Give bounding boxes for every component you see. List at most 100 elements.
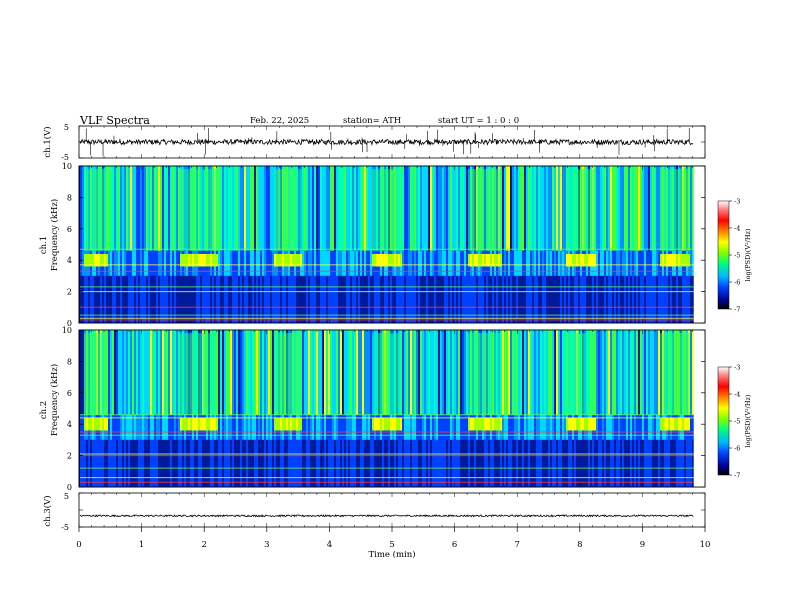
band-glow [296, 333, 299, 415]
band-glow [500, 169, 503, 251]
spectrogram-column [150, 330, 153, 415]
spectrogram-column [352, 166, 355, 251]
spectrogram-column [238, 439, 241, 487]
spectrogram-column [82, 414, 85, 440]
spectrogram-column [90, 275, 93, 323]
freq-tick-label-0: 0 [67, 319, 72, 328]
spectrogram-column [318, 414, 321, 440]
spectrogram-column [422, 330, 425, 415]
spectrogram-column [362, 250, 365, 276]
spectrogram-column [480, 439, 483, 487]
band-segment [488, 253, 491, 267]
spectrogram-column [552, 275, 555, 323]
band-segment [374, 253, 377, 267]
spectrogram-column [670, 439, 673, 487]
spectrogram-column [458, 439, 461, 487]
spectrogram-column [428, 166, 431, 251]
spectrogram-column [252, 275, 255, 323]
date-label: Feb. 22, 2025 [250, 116, 309, 126]
spectrogram-column [500, 275, 503, 323]
colorbar-tick-label--4: -4 [734, 391, 740, 399]
band-segment [486, 253, 489, 267]
spectrogram-column [246, 275, 249, 323]
spectrogram-column [668, 275, 671, 323]
band-glow [490, 333, 493, 415]
spectrogram-column [648, 275, 651, 323]
spectrogram-column [460, 330, 463, 415]
band-glow [668, 169, 671, 251]
spectrogram-column [434, 439, 437, 487]
spectrogram-column [542, 414, 545, 440]
spectrogram-column [356, 414, 359, 440]
band-segment [200, 253, 203, 267]
spectrogram-column [464, 330, 467, 415]
band-segment [672, 253, 675, 267]
band-segment [86, 417, 89, 431]
spectrogram-column [272, 275, 275, 323]
spectrogram-column [222, 166, 225, 251]
spectrogram-column [154, 330, 157, 415]
spectrogram-column [320, 166, 323, 251]
spectrogram-column [168, 414, 171, 440]
spectrogram-column [634, 439, 637, 487]
spectrogram-column [450, 166, 453, 251]
spectrogram-column [632, 330, 635, 415]
band-glow [688, 333, 691, 415]
spectrogram-column [118, 414, 121, 440]
band-segment [578, 253, 581, 267]
spectrogram-column [520, 439, 523, 487]
spectrogram-column [352, 330, 355, 415]
spectrogram-column [576, 439, 579, 487]
spectrogram-column [316, 439, 319, 487]
band-glow [588, 333, 591, 415]
spectrogram-column [430, 439, 433, 487]
band-glow [92, 333, 95, 415]
band-segment [92, 417, 95, 431]
start-ut-label: start UT = 1 : 0 : 0 [438, 116, 519, 126]
spectrogram-column [336, 414, 339, 440]
colorbar-tick-label--5: -5 [734, 252, 740, 260]
spectrogram-column [690, 414, 693, 440]
spectrogram-column [156, 330, 159, 415]
spectrogram-column [568, 275, 571, 323]
spectrogram-column [112, 166, 115, 251]
spectrogram-column [518, 275, 521, 323]
spectrogram-column [80, 275, 83, 323]
spectrogram-column [218, 414, 221, 440]
spectrogram-column [610, 250, 613, 276]
spectrogram-column [262, 414, 265, 440]
spectrogram-column [170, 250, 173, 276]
spectrogram-column [368, 414, 371, 440]
spectrogram-column [418, 439, 421, 487]
band-glow [274, 333, 277, 415]
band-glow [574, 333, 577, 415]
spectrogram-column [444, 330, 447, 415]
band-segment [688, 417, 691, 431]
band-segment [202, 253, 205, 267]
spectrogram-column [606, 439, 609, 487]
no-data-region [693, 166, 705, 323]
spectrogram-column [676, 439, 679, 487]
spectrogram-column [184, 439, 187, 487]
spectrogram-column [148, 414, 151, 440]
spectrogram-column [340, 166, 343, 251]
spectrogram-column [446, 330, 449, 415]
colorbar-tick-label--4: -4 [734, 225, 740, 233]
band-segment [98, 417, 101, 431]
band-segment [568, 417, 571, 431]
band-segment [194, 417, 197, 431]
spectrogram-column [194, 275, 197, 323]
spectrogram-column [692, 439, 695, 487]
spectrogram-column [622, 330, 625, 415]
spectrogram-column [84, 439, 87, 487]
colorbar-tick-label--6: -6 [734, 445, 740, 453]
spectrogram-column [462, 414, 465, 440]
spectrogram-column [618, 330, 621, 415]
band-segment [286, 253, 289, 267]
spectrogram-column [132, 275, 135, 323]
spectrogram-column [652, 275, 655, 323]
spectrogram-column [166, 275, 169, 323]
spectrogram-column [198, 439, 201, 487]
spectrogram-column [260, 439, 263, 487]
spectrogram-column [128, 439, 131, 487]
